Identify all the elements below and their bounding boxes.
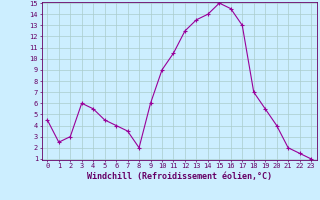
X-axis label: Windchill (Refroidissement éolien,°C): Windchill (Refroidissement éolien,°C) (87, 172, 272, 181)
